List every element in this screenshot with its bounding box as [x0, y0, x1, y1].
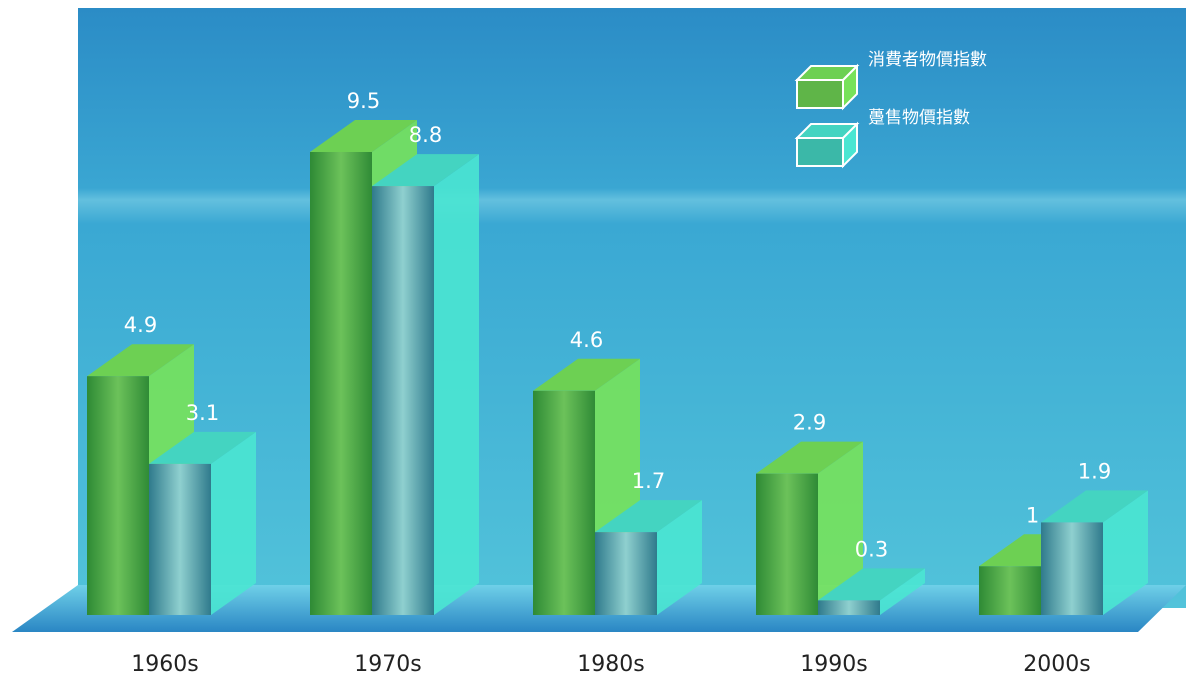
x-tick-label: 1970s [354, 652, 421, 677]
bar-top [1041, 490, 1148, 523]
bar [87, 376, 149, 615]
bar-side [434, 154, 479, 615]
value-label: 9.5 [347, 89, 380, 113]
bar-top [87, 344, 194, 377]
bar [979, 566, 1041, 615]
bar-side [211, 431, 256, 615]
bar [149, 463, 211, 615]
value-label: 3.1 [186, 401, 219, 425]
bar [533, 390, 595, 615]
bar-top [595, 500, 702, 533]
value-label: 2.9 [793, 411, 826, 435]
bar [310, 152, 372, 615]
bar-top [533, 358, 640, 391]
value-label: 8.8 [409, 123, 442, 147]
bar-top [310, 120, 417, 152]
bar [372, 186, 434, 615]
bar-top [149, 431, 256, 464]
value-label: 4.6 [570, 328, 603, 352]
bar-top [818, 568, 925, 601]
bar [595, 532, 657, 615]
legend-label: 消費者物價指數 [868, 50, 987, 70]
x-tick-label: 1960s [131, 652, 198, 677]
bar-top [372, 154, 479, 187]
bar [1041, 522, 1103, 615]
legend-swatch [796, 137, 844, 167]
legend-swatch [796, 79, 844, 109]
bar-top [756, 441, 863, 474]
legend-label: 躉售物價指數 [868, 108, 970, 128]
value-label: 1.9 [1078, 459, 1111, 483]
bar-side [1103, 490, 1148, 615]
bar-side [818, 441, 863, 615]
value-label: 1 [1026, 503, 1039, 527]
bar [818, 600, 880, 615]
x-tick-label: 2000s [1023, 652, 1090, 677]
bar-side [657, 500, 702, 615]
value-label: 0.3 [855, 537, 888, 561]
x-tick-label: 1990s [800, 652, 867, 677]
bar [756, 473, 818, 615]
bar-side [880, 568, 925, 615]
x-tick-label: 1980s [577, 652, 644, 677]
value-label: 4.9 [124, 313, 157, 337]
value-label: 1.7 [632, 469, 665, 493]
